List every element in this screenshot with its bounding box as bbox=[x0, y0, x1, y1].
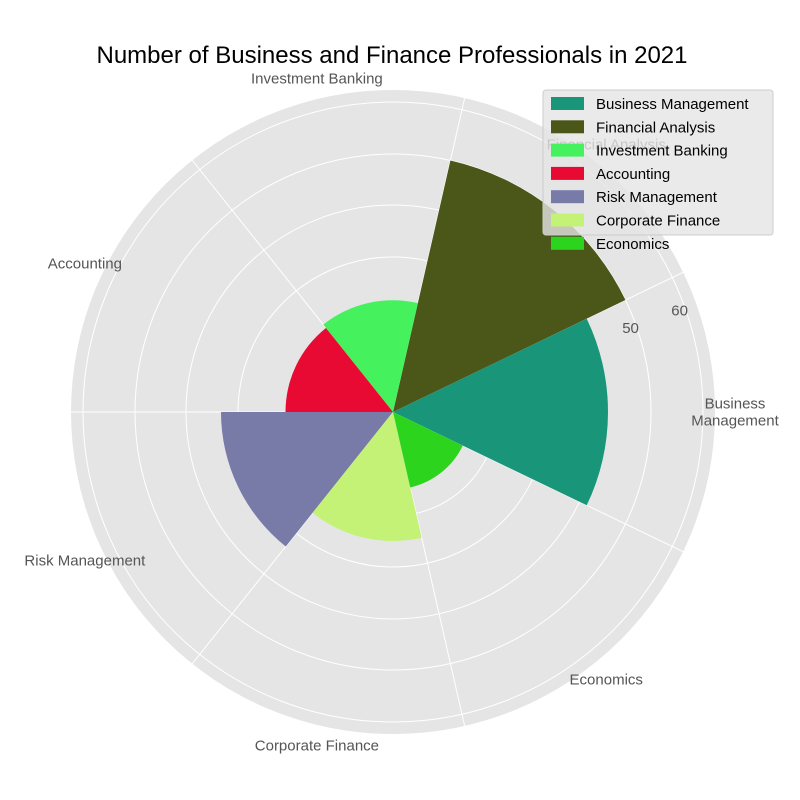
chart-title: Number of Business and Finance Professio… bbox=[97, 42, 688, 69]
legend-label-corporate-finance: Corporate Finance bbox=[596, 213, 720, 230]
legend-swatch-financial-analysis bbox=[551, 120, 584, 134]
category-label-business-management: Business Management bbox=[691, 396, 779, 430]
legend-label-business-management: Business Management bbox=[596, 96, 749, 113]
category-label-accounting: Accounting bbox=[48, 256, 122, 273]
bar-investment-banking bbox=[323, 300, 418, 412]
category-label-investment-banking: Investment Banking bbox=[251, 71, 383, 88]
bar-economics bbox=[393, 412, 463, 488]
bar-business-management bbox=[393, 318, 608, 506]
radial-tick-50: 50 bbox=[622, 320, 639, 337]
legend-label-accounting: Accounting bbox=[596, 166, 670, 183]
legend-label-economics: Economics bbox=[596, 236, 669, 253]
category-label-economics: Economics bbox=[570, 671, 643, 688]
legend: Business Management Financial Analysis Inv… bbox=[542, 89, 774, 253]
legend-label-risk-management: Risk Management bbox=[596, 189, 718, 206]
legend-label-financial-analysis: Financial Analysis bbox=[596, 119, 715, 136]
legend-swatch-accounting bbox=[551, 166, 584, 180]
bar-risk-management bbox=[221, 412, 393, 547]
legend-label-investment-banking: Investment Banking bbox=[596, 143, 728, 160]
legend-swatch-economics bbox=[551, 236, 584, 250]
legend-swatch-risk-management bbox=[551, 190, 584, 204]
legend-box bbox=[542, 89, 774, 236]
legend-swatch-business-management bbox=[551, 97, 584, 110]
bar-accounting bbox=[285, 327, 393, 412]
radial-tick-60: 60 bbox=[671, 303, 688, 320]
radial-tick-labels: 50 60 bbox=[622, 303, 688, 337]
legend-swatch-investment-banking bbox=[551, 143, 584, 157]
bar-corporate-finance bbox=[312, 412, 422, 541]
polar-bars bbox=[221, 160, 626, 547]
category-label-risk-management: Risk Management bbox=[24, 552, 146, 569]
category-label-corporate-finance: Corporate Finance bbox=[255, 737, 379, 754]
legend-swatch-corporate-finance bbox=[551, 213, 584, 227]
